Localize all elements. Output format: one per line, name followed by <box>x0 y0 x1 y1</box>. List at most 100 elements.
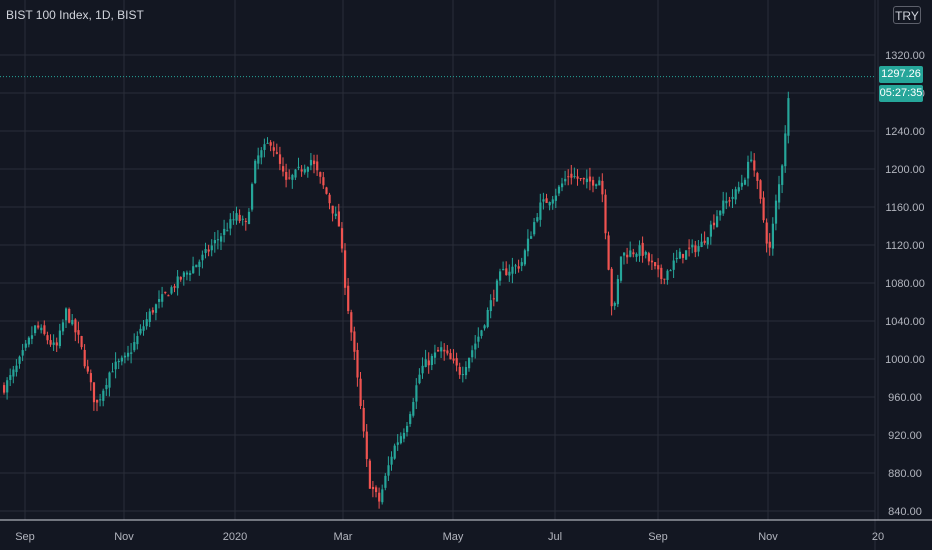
candle-body <box>511 266 514 274</box>
y-tick-label: 840.00 <box>888 506 922 518</box>
candle-body <box>294 169 297 178</box>
candle-body <box>350 312 353 333</box>
candle-body <box>55 342 58 346</box>
candle-body <box>598 180 601 186</box>
candle-body <box>145 319 148 327</box>
candle-body <box>526 238 530 252</box>
candle-body <box>747 161 750 179</box>
candle-body <box>787 98 790 136</box>
candle-body <box>207 249 210 252</box>
candle-body <box>102 390 105 401</box>
candle-body <box>768 241 771 248</box>
candle-body <box>635 253 638 257</box>
x-tick-label: 20 <box>872 531 884 543</box>
candle-body <box>384 475 387 488</box>
candle-body <box>86 366 89 372</box>
candle-body <box>49 340 52 345</box>
y-tick-label: 920.00 <box>888 430 922 442</box>
candle-body <box>632 252 635 255</box>
y-tick-label: 1320.00 <box>885 50 925 62</box>
candle-body <box>179 276 182 280</box>
candle-body <box>337 211 340 227</box>
candle-body <box>80 336 83 348</box>
candle-body <box>672 260 675 270</box>
x-tick-label: 2020 <box>223 531 247 543</box>
candle-body <box>353 331 356 352</box>
candle-body <box>700 241 703 247</box>
candle-body <box>415 385 418 402</box>
candle-body <box>176 276 179 289</box>
candle-body <box>477 336 480 342</box>
candle-body <box>161 294 164 302</box>
x-axis: Sep Nov 2020 Mar May Jul Sep Nov 20 <box>0 519 932 543</box>
candle-body <box>520 262 523 266</box>
candle-body <box>275 152 278 154</box>
candle-body <box>681 254 685 258</box>
y-axis: 1320.001280.001240.001200.001160.001120.… <box>874 0 925 550</box>
candle-body <box>582 177 585 180</box>
candle-body <box>359 378 362 406</box>
candle-body <box>502 269 505 271</box>
candle-body <box>368 460 371 489</box>
candle-body <box>703 240 706 243</box>
candle-body <box>421 365 424 374</box>
candle-body <box>235 213 238 221</box>
candle-body <box>523 250 526 265</box>
candle-body <box>508 271 511 276</box>
candle-body <box>316 161 319 171</box>
candle-body <box>185 272 189 275</box>
candle-body <box>34 325 37 334</box>
candle-body <box>89 373 92 383</box>
candle-body <box>108 372 111 388</box>
candle-body <box>216 239 220 241</box>
candle-body <box>151 310 154 313</box>
candle-body <box>43 325 46 334</box>
candle-body <box>725 200 728 204</box>
candle-body <box>449 353 452 360</box>
candle-body <box>638 245 641 256</box>
candle-body <box>728 200 731 202</box>
candle-body <box>706 237 709 245</box>
candle-body <box>96 399 99 403</box>
candle-body <box>595 184 598 187</box>
candle-body <box>461 374 464 376</box>
candle-body <box>530 236 533 239</box>
candle-body <box>375 487 378 493</box>
currency-badge[interactable]: TRY <box>893 6 921 24</box>
candle-body <box>616 279 619 305</box>
candle-body <box>334 213 337 217</box>
candle-body <box>30 335 34 339</box>
candle-body <box>762 197 765 221</box>
candle-body <box>254 160 257 183</box>
candle-body <box>77 330 80 335</box>
candle-body <box>340 228 344 249</box>
candle-body <box>613 302 616 306</box>
candle-body <box>629 250 632 257</box>
candle-body <box>576 176 579 179</box>
last-price-tag: 1297.26 <box>879 66 923 83</box>
candle-body <box>430 355 433 365</box>
candle-body <box>291 175 294 180</box>
candle-body <box>68 309 71 323</box>
candle-body <box>61 322 65 332</box>
candle-body <box>471 350 474 358</box>
candle-body <box>347 285 350 312</box>
candle-body <box>127 352 130 357</box>
candle-body <box>396 442 399 445</box>
candle-body <box>37 325 40 328</box>
candle-body <box>657 265 660 270</box>
candle-body <box>737 187 740 192</box>
candle-body <box>220 236 223 242</box>
candle-body <box>365 431 368 460</box>
candle-body <box>331 205 334 214</box>
candle-body <box>24 343 27 348</box>
candle-body <box>58 330 61 347</box>
candle-body <box>650 260 654 263</box>
candle-body <box>492 298 495 300</box>
candle-body <box>669 270 672 272</box>
candle-body <box>778 184 781 203</box>
candle-body <box>564 178 567 182</box>
candle-body <box>356 349 359 378</box>
y-tick-label: 1160.00 <box>886 202 925 214</box>
